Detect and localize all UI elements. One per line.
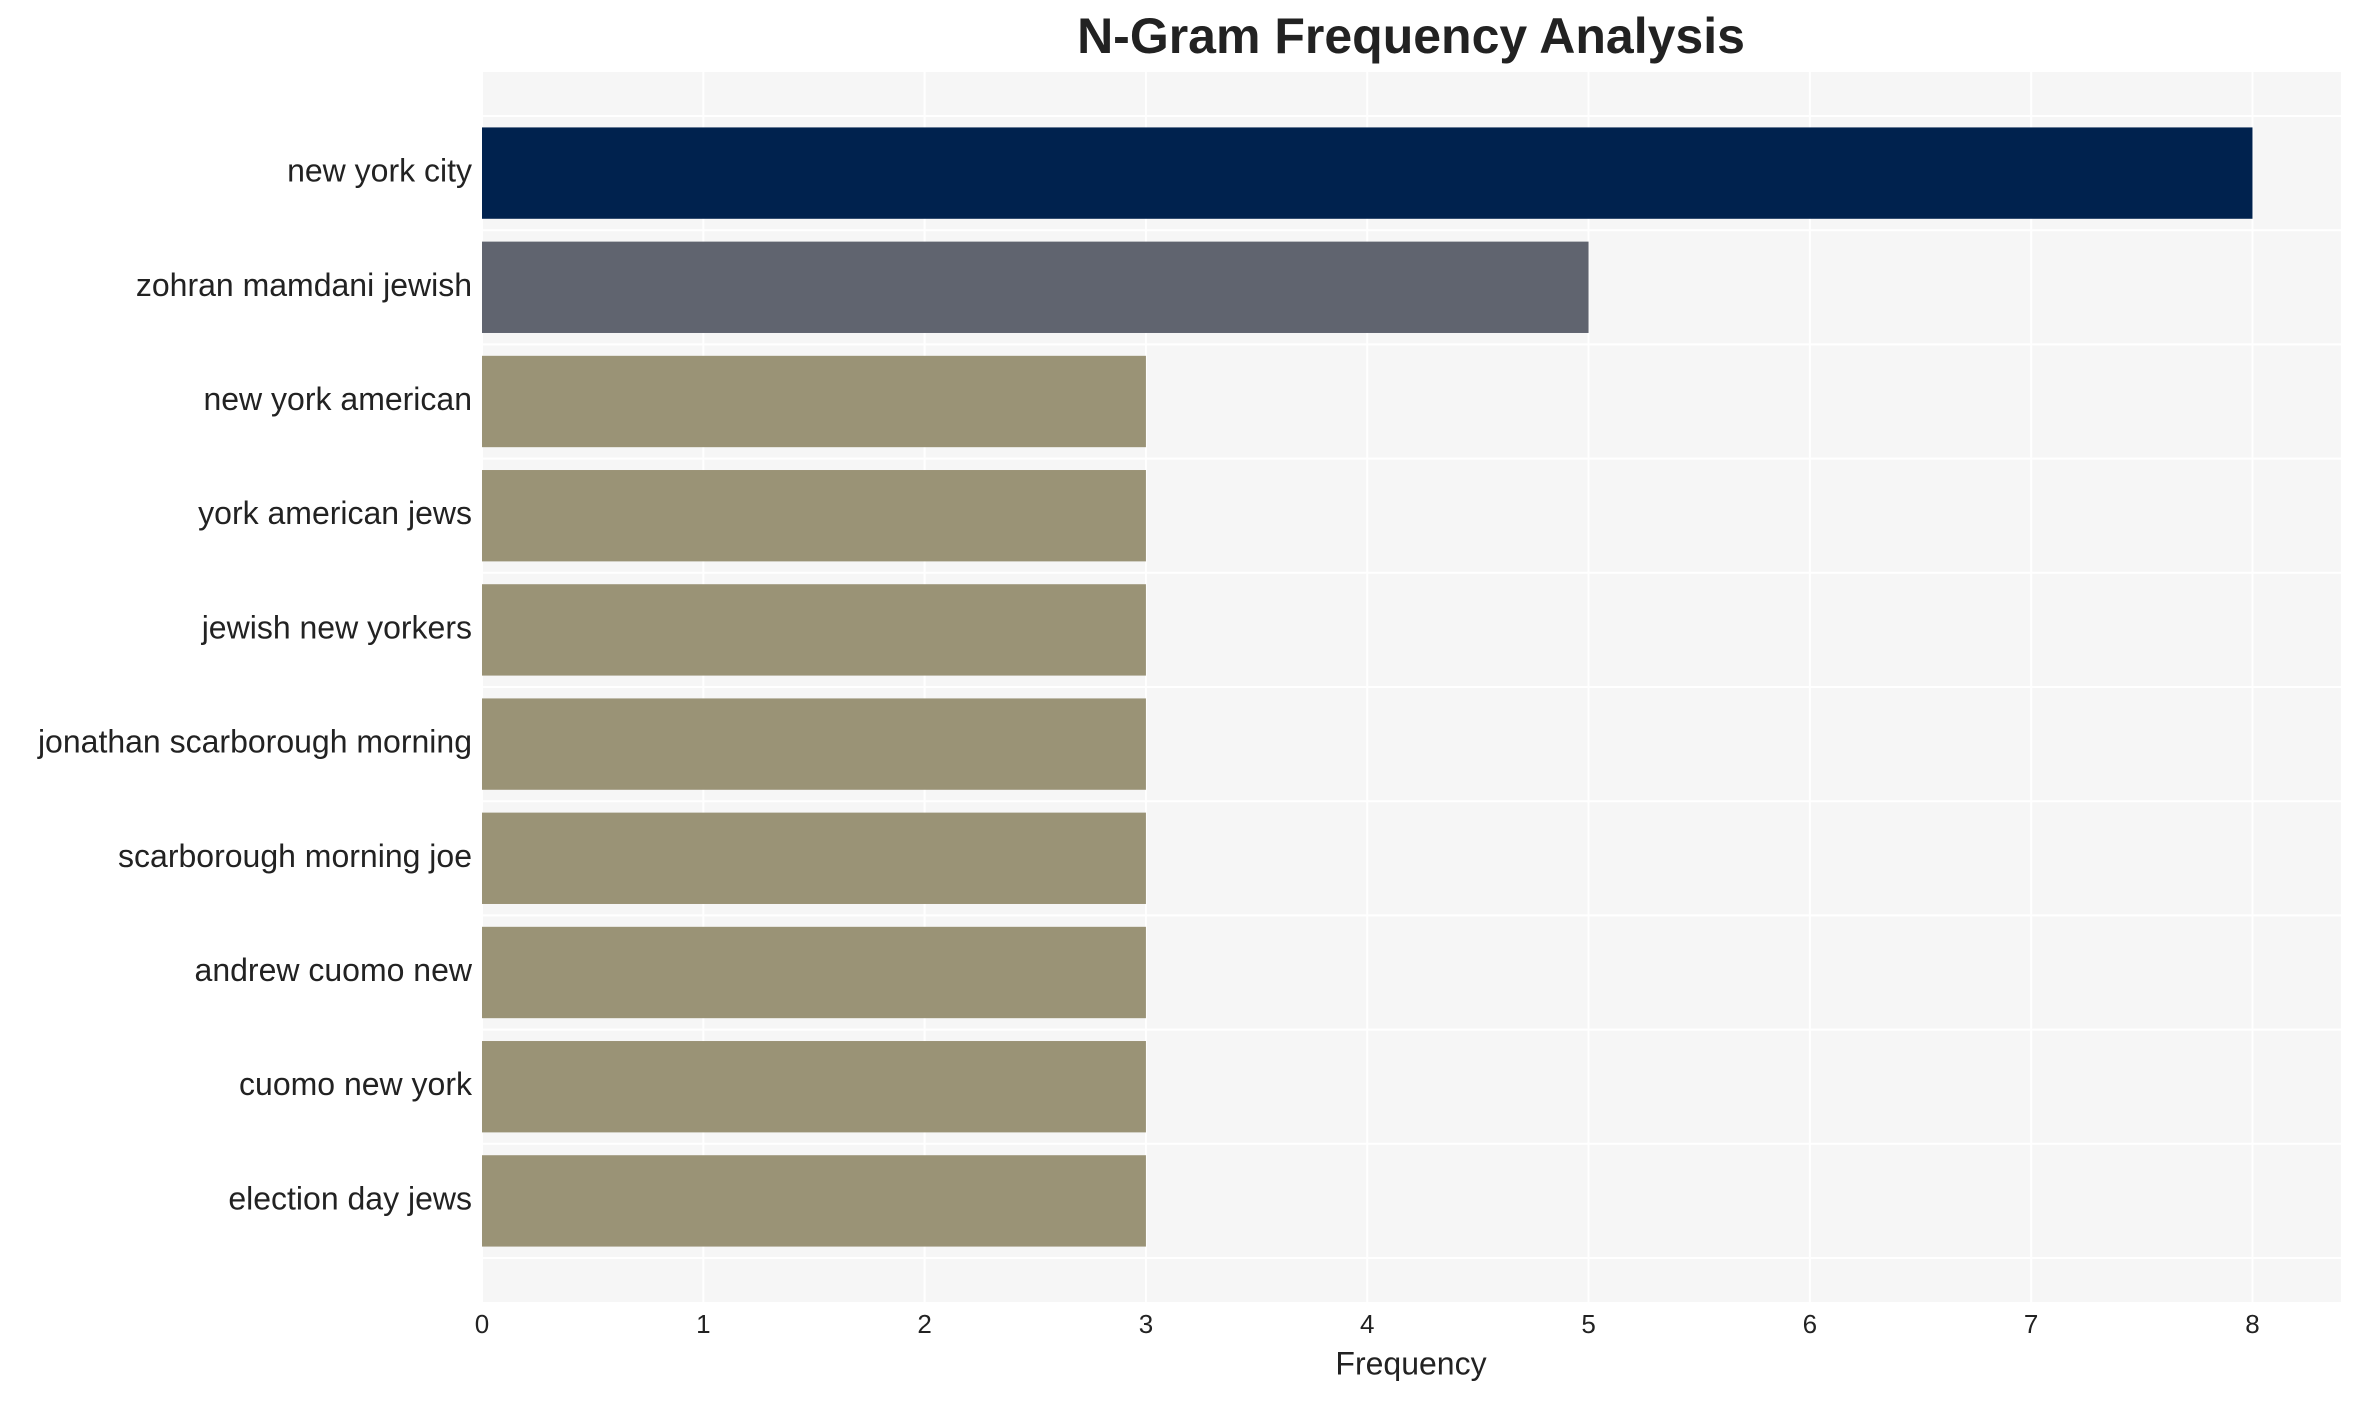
y-tick-label: election day jews [228, 1180, 472, 1216]
bar [482, 812, 1146, 904]
bar [482, 1041, 1146, 1133]
y-tick-label: jonathan scarborough morning [37, 724, 472, 760]
bar [482, 1155, 1146, 1247]
x-tick-label: 8 [2245, 1309, 2259, 1339]
x-tick-label: 4 [1360, 1309, 1374, 1339]
y-tick-label: new york american [203, 381, 472, 417]
y-tick-label: scarborough morning joe [118, 838, 472, 874]
x-tick-label: 6 [1803, 1309, 1817, 1339]
x-tick-label: 7 [2024, 1309, 2038, 1339]
bar [482, 355, 1146, 448]
x-axis-label: Frequency [1335, 1345, 1486, 1381]
chart-title: N-Gram Frequency Analysis [1077, 8, 1745, 64]
bar [482, 584, 1146, 676]
y-tick-label: york american jews [198, 495, 472, 531]
x-tick-label: 3 [1139, 1309, 1153, 1339]
y-tick-label: zohran mamdani jewish [136, 267, 472, 303]
y-tick-label: new york city [287, 153, 472, 189]
y-tick-label: jewish new yorkers [201, 609, 472, 645]
bar [482, 241, 1589, 333]
bar [482, 470, 1146, 562]
bar [482, 698, 1146, 790]
x-tick-label: 2 [917, 1309, 931, 1339]
x-tick-label: 5 [1581, 1309, 1595, 1339]
bar [482, 926, 1146, 1019]
y-tick-label: cuomo new york [239, 1066, 473, 1102]
x-tick-label: 0 [475, 1309, 489, 1339]
x-tick-label: 1 [696, 1309, 710, 1339]
bar [482, 127, 2253, 219]
y-tick-label: andrew cuomo new [195, 952, 473, 988]
